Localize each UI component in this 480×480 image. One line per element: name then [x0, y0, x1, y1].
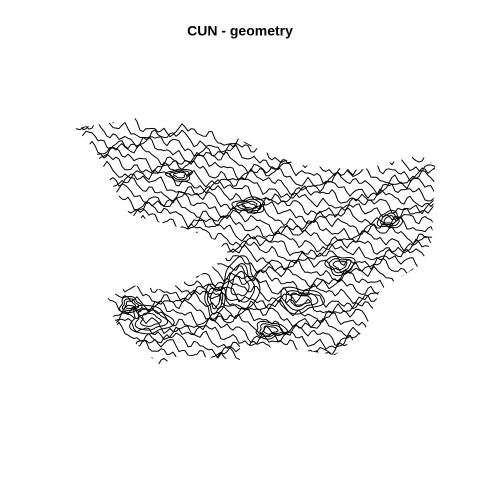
contour-line — [140, 312, 162, 327]
contour-line — [332, 260, 348, 271]
contour-line — [225, 263, 256, 303]
contour-line — [75, 168, 435, 228]
contour-line — [124, 300, 136, 309]
contour-line — [75, 331, 435, 365]
contour-line — [255, 320, 288, 340]
contour-line — [75, 308, 435, 365]
contour-line — [207, 287, 224, 315]
contour-line — [75, 324, 435, 365]
contour-line — [380, 212, 400, 227]
contour-line — [204, 283, 227, 320]
contour-line — [169, 170, 190, 181]
contour-layer — [75, 108, 435, 365]
contour-line — [236, 198, 262, 211]
contour-line — [284, 290, 319, 311]
contour-line — [383, 215, 397, 225]
contour-line — [75, 121, 435, 182]
map-title: CUN - geometry — [187, 23, 293, 39]
contour-line — [75, 128, 435, 185]
contour-line — [75, 178, 435, 238]
contour-line — [263, 325, 279, 335]
contour-line — [121, 298, 140, 311]
contour-line — [165, 168, 193, 182]
contour-line — [119, 296, 143, 313]
contour-line — [75, 152, 435, 208]
contour-line — [231, 196, 266, 213]
contour-line — [172, 171, 187, 179]
contour-line — [290, 293, 312, 307]
contour-line — [75, 118, 435, 173]
contour-line — [376, 209, 404, 229]
contour-line — [75, 190, 435, 252]
contour-line — [75, 224, 435, 285]
contour-line — [279, 286, 325, 315]
contour-line — [75, 265, 435, 326]
contour-line — [75, 300, 435, 363]
contour-line — [75, 341, 435, 365]
contour-line — [230, 271, 250, 297]
contour-line — [209, 292, 221, 310]
contour-line — [75, 163, 435, 220]
contour-line — [241, 200, 258, 209]
contour-line — [324, 255, 356, 277]
contour-line — [75, 320, 435, 365]
contour-line — [75, 241, 435, 303]
contour-line — [75, 143, 435, 202]
contour-line — [75, 185, 435, 245]
contour-line — [259, 323, 284, 338]
contour-line — [134, 308, 169, 331]
contour-line — [220, 255, 261, 310]
contour-line — [328, 258, 352, 274]
contour-line — [129, 304, 175, 335]
